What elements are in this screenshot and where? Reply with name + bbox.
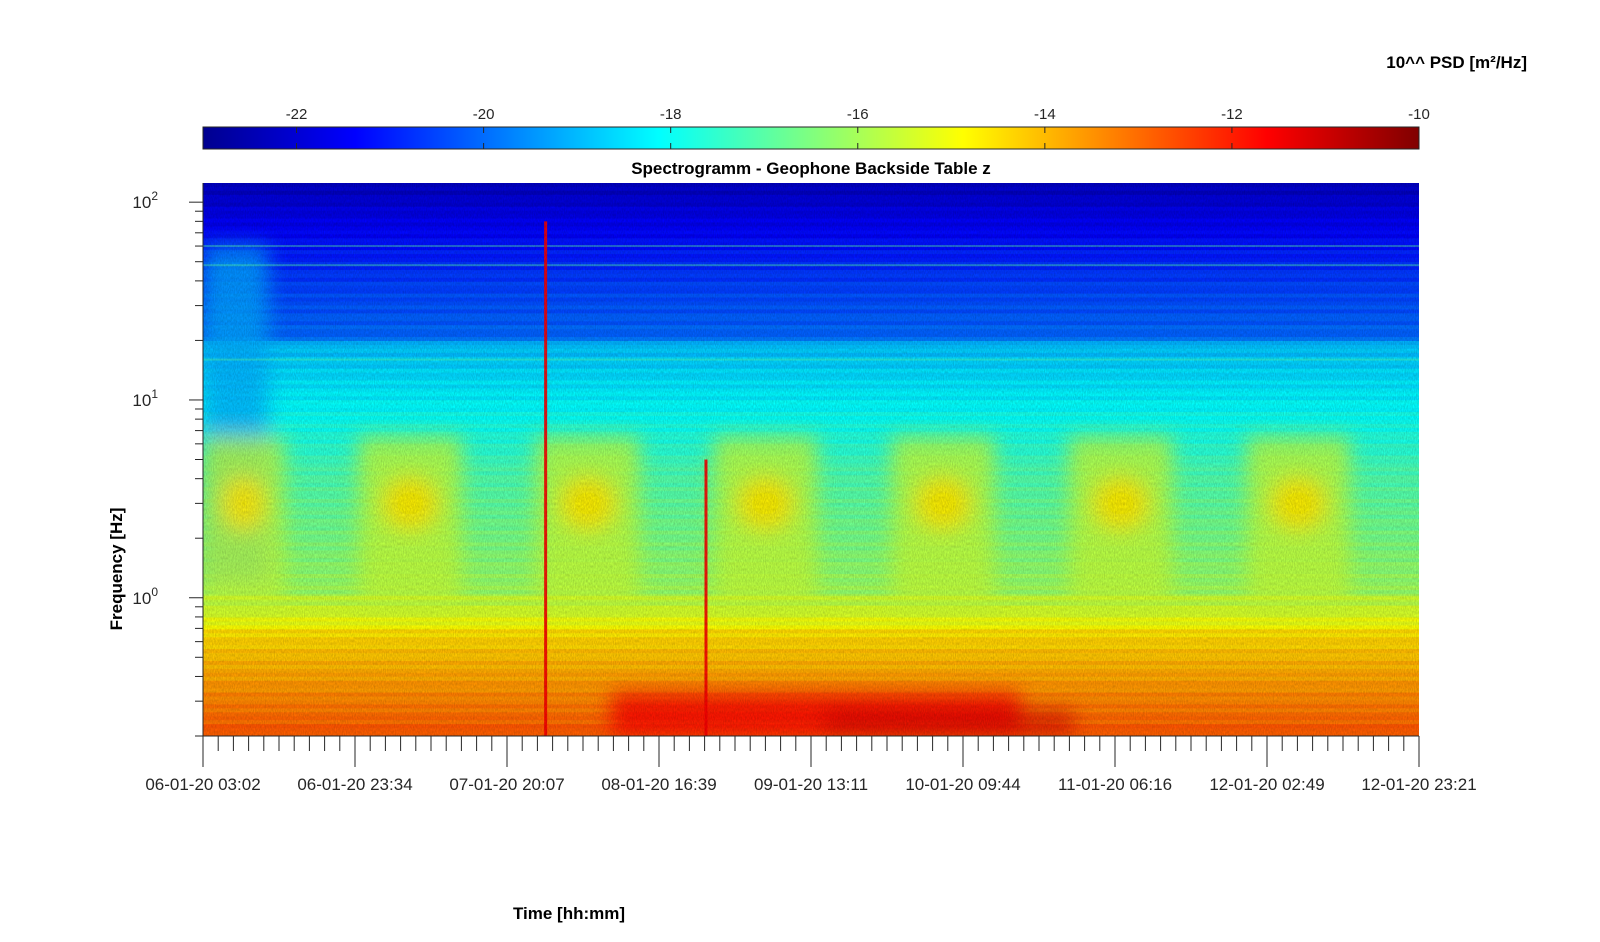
colorbar-tick-label: -10 [1408, 106, 1430, 123]
spectrogram-heatmap [203, 183, 1419, 736]
y-axis: 100 101 102 [132, 183, 204, 737]
y-tick-label: 102 [132, 189, 158, 212]
colorbar-tick-label: -22 [286, 106, 308, 123]
colorbar-tick-label: -12 [1221, 106, 1243, 123]
y-axis-label: Frequency [Hz] [107, 508, 126, 631]
colorbar-tick-label: -14 [1034, 106, 1056, 123]
x-tick-label: 12-01-20 02:49 [1209, 775, 1324, 794]
x-tick-label: 08-01-20 16:39 [601, 775, 716, 794]
colorbar-ticks: -22 -20 -18 -16 -14 -12 -10 [286, 106, 1430, 149]
x-axis-label: Time [hh:mm] [513, 904, 625, 923]
x-tick-label: 12-01-20 23:21 [1361, 775, 1476, 794]
y-tick-label: 100 [132, 585, 158, 608]
x-tick-label: 07-01-20 20:07 [449, 775, 564, 794]
x-tick-label: 09-01-20 13:11 [754, 775, 868, 794]
colorbar-label: 10^^ PSD [m²/Hz] [1386, 53, 1527, 72]
colorbar-tick-label: -18 [660, 106, 682, 123]
y-tick-label: 101 [132, 387, 158, 410]
colorbar-tick-label: -16 [847, 106, 869, 123]
x-tick-label: 11-01-20 06:16 [1058, 775, 1172, 794]
chart-title: Spectrogramm - Geophone Backside Table z [631, 159, 991, 178]
colorbar: -22 -20 -18 -16 -14 -12 -10 [202, 106, 1430, 150]
x-tick-label: 06-01-20 03:02 [145, 775, 260, 794]
colorbar-gradient [202, 126, 1420, 150]
x-tick-label: 06-01-20 23:34 [297, 775, 412, 794]
x-tick-label: 10-01-20 09:44 [905, 775, 1020, 794]
x-axis: 06-01-20 03:02 06-01-20 23:34 07-01-20 20:… [145, 735, 1477, 794]
colorbar-tick-label: -20 [473, 106, 495, 123]
